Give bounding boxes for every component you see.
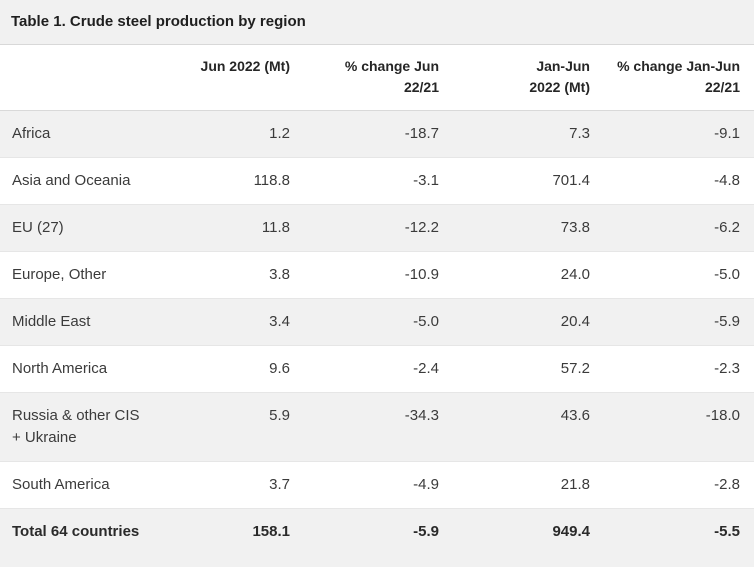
column-header-jun-2022: Jun 2022 (Mt)	[178, 45, 290, 111]
table-row-south-america: South America 3.7 -4.9 21.8 -2.8	[0, 461, 754, 509]
value-cell: 9.6	[178, 345, 290, 393]
column-header-jan-jun-2022: Jan-Jun 2022 (Mt)	[439, 45, 590, 111]
table-title: Table 1. Crude steel production by regio…	[11, 13, 306, 30]
region-cell: South America	[0, 461, 178, 509]
table-row-middle-east: Middle East 3.4 -5.0 20.4 -5.9	[0, 298, 754, 346]
region-cell: Middle East	[0, 298, 178, 346]
total-value-cell: 158.1	[178, 508, 290, 567]
region-cell: North America	[0, 345, 178, 393]
value-cell: -12.2	[290, 204, 439, 252]
crude-steel-production-table: Jun 2022 (Mt) % change Jun 22/21 Jan-Jun…	[0, 45, 754, 567]
value-cell: -34.3	[290, 392, 439, 462]
value-cell: 73.8	[439, 204, 590, 252]
column-header-region	[0, 45, 178, 111]
value-cell: -5.0	[590, 251, 754, 299]
table-title-bar: Table 1. Crude steel production by regio…	[0, 0, 754, 45]
table-row-eu-27: EU (27) 11.8 -12.2 73.8 -6.2	[0, 204, 754, 252]
column-header-pct-change-jan-jun: % change Jan-Jun 22/21	[590, 45, 754, 111]
value-cell: -2.4	[290, 345, 439, 393]
total-value-cell: -5.5	[590, 508, 754, 567]
value-cell: -5.9	[590, 298, 754, 346]
table-row-africa: Africa 1.2 -18.7 7.3 -9.1	[0, 110, 754, 158]
region-cell: Russia & other CIS + Ukraine	[0, 392, 178, 462]
table-row-europe-other: Europe, Other 3.8 -10.9 24.0 -5.0	[0, 251, 754, 299]
table-row-north-america: North America 9.6 -2.4 57.2 -2.3	[0, 345, 754, 393]
value-cell: 3.4	[178, 298, 290, 346]
table-row-total: Total 64 countries 158.1 -5.9 949.4 -5.5	[0, 508, 754, 567]
value-cell: 20.4	[439, 298, 590, 346]
value-cell: -4.8	[590, 157, 754, 205]
total-value-cell: 949.4	[439, 508, 590, 567]
region-cell: Asia and Oceania	[0, 157, 178, 205]
value-cell: 43.6	[439, 392, 590, 462]
value-cell: 11.8	[178, 204, 290, 252]
value-cell: -4.9	[290, 461, 439, 509]
value-cell: -2.3	[590, 345, 754, 393]
value-cell: -3.1	[290, 157, 439, 205]
value-cell: -2.8	[590, 461, 754, 509]
value-cell: 5.9	[178, 392, 290, 462]
value-cell: -6.2	[590, 204, 754, 252]
value-cell: 3.7	[178, 461, 290, 509]
value-cell: -10.9	[290, 251, 439, 299]
total-value-cell: -5.9	[290, 508, 439, 567]
header-row: Jun 2022 (Mt) % change Jun 22/21 Jan-Jun…	[0, 45, 754, 111]
value-cell: -18.7	[290, 110, 439, 158]
value-cell: 21.8	[439, 461, 590, 509]
region-cell: Europe, Other	[0, 251, 178, 299]
value-cell: -9.1	[590, 110, 754, 158]
value-cell: 3.8	[178, 251, 290, 299]
value-cell: 7.3	[439, 110, 590, 158]
column-header-pct-change-jun: % change Jun 22/21	[290, 45, 439, 111]
value-cell: -5.0	[290, 298, 439, 346]
value-cell: 57.2	[439, 345, 590, 393]
region-cell: EU (27)	[0, 204, 178, 252]
value-cell: 118.8	[178, 157, 290, 205]
table-row-asia-oceania: Asia and Oceania 118.8 -3.1 701.4 -4.8	[0, 157, 754, 205]
value-cell: 24.0	[439, 251, 590, 299]
table-row-russia-cis-ukraine: Russia & other CIS + Ukraine 5.9 -34.3 4…	[0, 392, 754, 462]
value-cell: -18.0	[590, 392, 754, 462]
region-cell: Africa	[0, 110, 178, 158]
value-cell: 701.4	[439, 157, 590, 205]
value-cell: 1.2	[178, 110, 290, 158]
total-label-cell: Total 64 countries	[0, 508, 178, 567]
